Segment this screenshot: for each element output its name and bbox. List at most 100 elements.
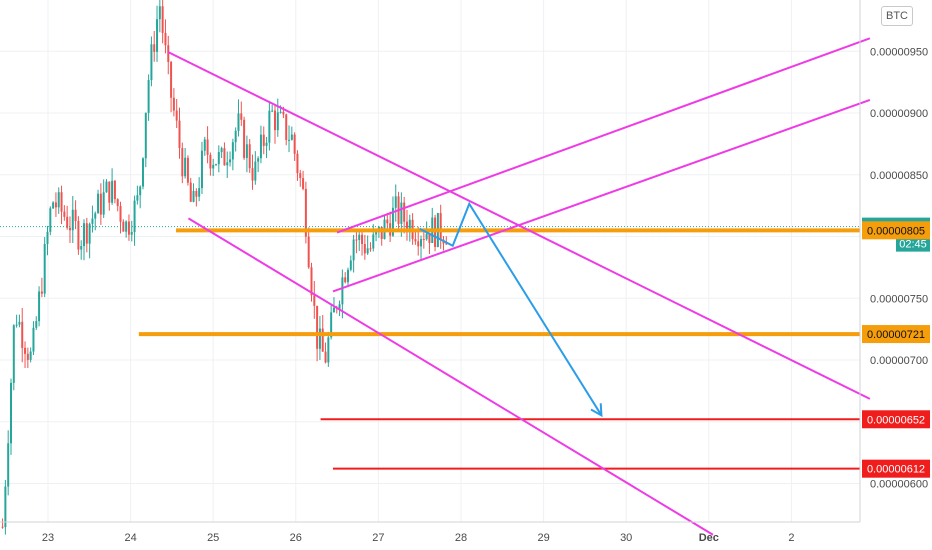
candle-body xyxy=(369,248,372,250)
candle xyxy=(80,240,83,260)
candle xyxy=(4,480,7,535)
candle xyxy=(26,347,29,369)
candle xyxy=(161,0,164,44)
projection-path xyxy=(419,201,603,418)
candle-body xyxy=(91,218,94,224)
candle xyxy=(288,125,291,153)
candle-body xyxy=(318,328,321,349)
price-tag: 0.00000721 xyxy=(862,325,930,344)
candle-body xyxy=(206,139,209,155)
candle xyxy=(71,195,74,244)
candle xyxy=(332,297,335,313)
candle-body xyxy=(400,202,403,224)
candle xyxy=(172,88,175,117)
candle xyxy=(203,136,206,156)
candle xyxy=(369,242,372,252)
candle-body xyxy=(178,120,181,149)
candle-body xyxy=(49,208,52,232)
candle-body xyxy=(54,202,57,208)
symbol-badge[interactable]: BTC xyxy=(881,6,913,26)
price-tag-timer-box xyxy=(896,235,930,252)
candle-body xyxy=(175,110,178,121)
candle xyxy=(97,189,100,214)
candle xyxy=(35,316,38,331)
candle-body xyxy=(102,192,105,215)
candle xyxy=(40,277,43,298)
candle xyxy=(299,169,302,187)
candle-body xyxy=(60,192,63,212)
candle xyxy=(251,154,254,190)
time-axis[interactable]: 23 24 25 26 27 28 29 30 Dec 2 xyxy=(42,532,795,544)
candle-body xyxy=(66,216,69,228)
candle-body xyxy=(231,142,234,160)
candle-body xyxy=(141,158,144,187)
candle-body xyxy=(313,295,316,306)
candle-body xyxy=(425,233,428,240)
candle-body xyxy=(136,195,139,201)
candle-body xyxy=(223,148,226,166)
candle xyxy=(178,107,181,159)
candle xyxy=(259,125,262,164)
candle xyxy=(257,156,260,173)
candle-body xyxy=(133,200,136,233)
candle xyxy=(302,170,305,191)
candle xyxy=(113,180,116,204)
candle-body xyxy=(212,164,215,169)
candle xyxy=(108,181,111,211)
candle-body xyxy=(158,6,161,20)
price-tick-label: 0.00000750 xyxy=(870,293,928,305)
trend-line xyxy=(332,98,871,293)
candle xyxy=(366,235,369,255)
candle xyxy=(175,99,178,129)
candle xyxy=(431,207,434,244)
candle-body xyxy=(265,142,268,146)
candle xyxy=(181,142,184,184)
candle xyxy=(60,185,63,225)
candle xyxy=(363,234,366,260)
candle-body xyxy=(108,181,111,203)
candle-body xyxy=(18,321,21,325)
candle xyxy=(119,201,122,234)
candle-body xyxy=(293,134,296,154)
candle xyxy=(405,209,408,241)
candle-body xyxy=(43,243,46,294)
candle-body xyxy=(375,232,378,235)
candle xyxy=(248,139,251,173)
candle-body xyxy=(189,182,192,202)
candle xyxy=(133,195,136,246)
candle-body xyxy=(245,144,248,158)
candle-body xyxy=(276,112,279,131)
price-tick-label: 0.00000600 xyxy=(870,479,928,491)
time-tick-label: 26 xyxy=(290,532,302,544)
candle xyxy=(285,113,288,146)
price-axis[interactable]: 0.00000950 0.00000900 0.00000850 0.00000750… xyxy=(870,46,928,490)
candle-body xyxy=(35,321,38,328)
candle-body xyxy=(445,243,448,245)
candle-body xyxy=(181,148,184,177)
candle xyxy=(147,74,150,121)
candle xyxy=(111,168,114,205)
candle xyxy=(313,280,316,319)
candle-body xyxy=(285,114,288,141)
time-tick-label: 29 xyxy=(537,532,549,544)
candle xyxy=(189,177,192,203)
candle xyxy=(243,116,246,160)
candle-body xyxy=(12,325,15,383)
candle-body xyxy=(7,443,10,487)
candle-body xyxy=(52,202,55,209)
candle xyxy=(206,126,209,164)
candle-body xyxy=(288,139,291,141)
candle-body xyxy=(147,80,150,113)
price-tag-label: 0.00000721 xyxy=(867,329,925,341)
candle-body xyxy=(94,213,97,219)
candle xyxy=(85,217,88,253)
candle-body xyxy=(170,61,173,98)
candle-body xyxy=(273,110,276,131)
candle-body xyxy=(153,44,156,52)
candle xyxy=(54,192,57,217)
candle-body xyxy=(130,232,133,235)
price-tag: 0.00000652 xyxy=(862,410,930,429)
candle-body xyxy=(186,157,189,183)
candle-body xyxy=(290,134,293,140)
